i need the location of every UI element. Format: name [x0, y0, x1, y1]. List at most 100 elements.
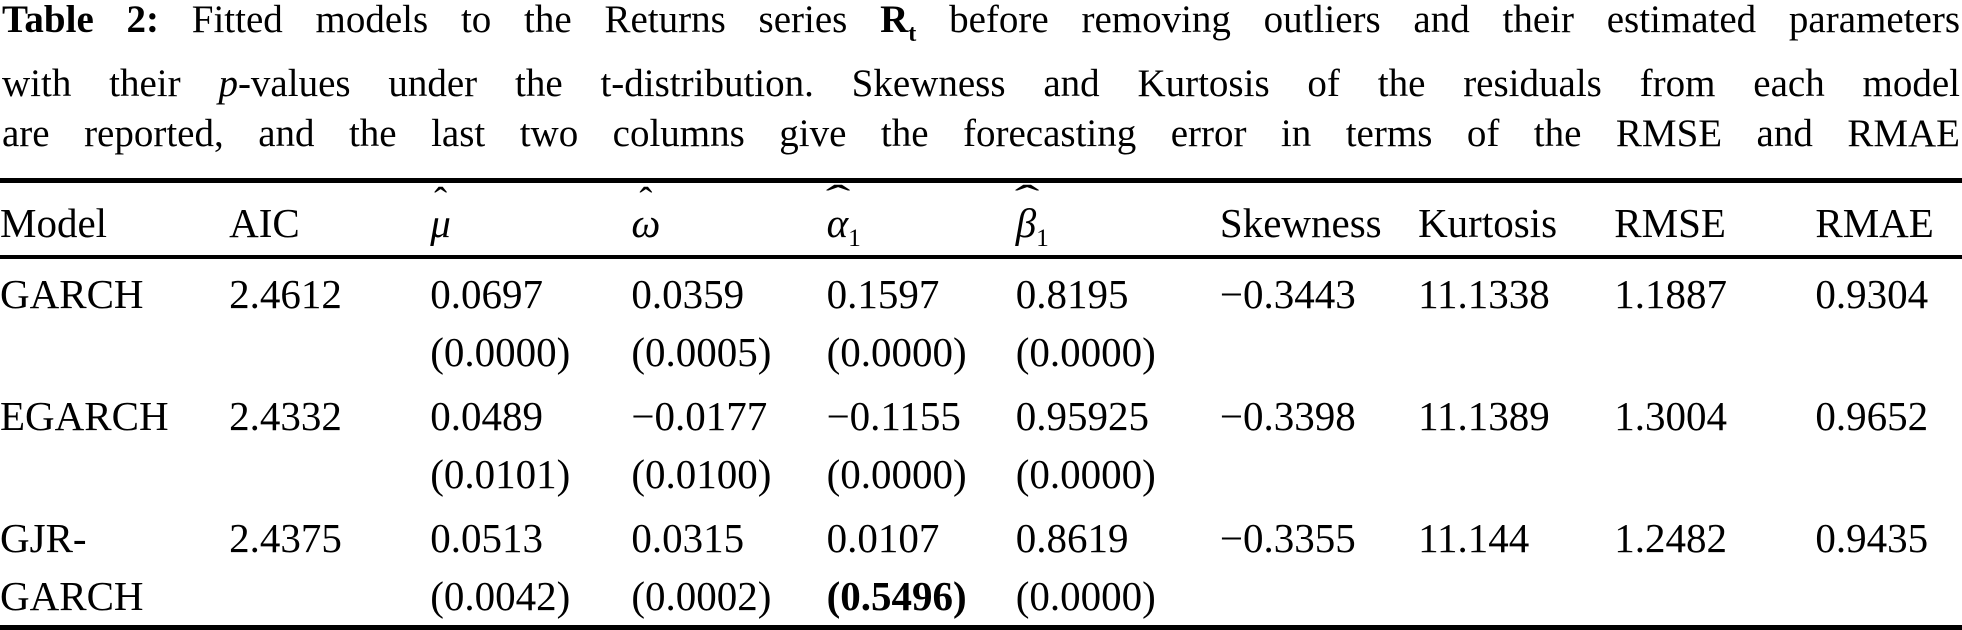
- caption-line-2: with their p-values under the t-distribu…: [2, 59, 1960, 109]
- cell-skewness: −0.3398: [1220, 381, 1418, 503]
- alpha-subscript: 1: [848, 223, 861, 252]
- hat-accent-icon: ˆ: [639, 179, 653, 223]
- cell-rmae: 0.9435: [1815, 502, 1962, 630]
- cell-aic: 2.4612: [229, 257, 430, 381]
- caption-text: are reported, and the last two columns g…: [2, 111, 1960, 155]
- cell-alpha1: 0.0107 (0.5496): [826, 502, 1016, 630]
- cell-mu: 0.0697 (0.0000): [430, 257, 631, 381]
- cell-rmae: 0.9304: [1815, 257, 1962, 381]
- greek-letter: β: [1015, 199, 1037, 246]
- cell-omega: 0.0315 (0.0002): [631, 502, 827, 630]
- rmae-value: 0.9652: [1815, 392, 1929, 439]
- cell-rmse: 1.3004: [1614, 381, 1815, 503]
- param-pvalue: (0.0000): [1015, 450, 1156, 497]
- caption-text: with their: [2, 61, 219, 105]
- param-pvalue: (0.0000): [1015, 572, 1156, 619]
- cell-kurtosis: 11.144: [1418, 502, 1615, 630]
- column-header-skewness: Skewness: [1219, 178, 1419, 259]
- param-pvalue: (0.5496): [826, 572, 967, 619]
- rmse-value: 1.2482: [1614, 514, 1728, 561]
- header-label: Kurtosis: [1418, 199, 1558, 246]
- skewness-value: −0.3398: [1219, 392, 1356, 439]
- greek-letter: μ: [430, 199, 451, 246]
- cell-mu: 0.0489 (0.0101): [430, 381, 631, 503]
- param-pvalue: (0.0000): [430, 328, 571, 375]
- caption-text: Fitted models to the Returns series: [159, 0, 881, 41]
- param-pvalue: (0.0000): [1015, 328, 1156, 375]
- param-value: 0.0513: [430, 514, 543, 561]
- table-row-garch: GARCH 2.4612 0.0697 (0.0000) 0.0359 (0.000…: [0, 257, 1962, 381]
- column-header-beta1: ˆ β1: [1015, 178, 1220, 259]
- p-value-symbol: p: [218, 61, 238, 105]
- caption-text: before removing outliers and their estim…: [916, 0, 1960, 41]
- caption-text: -values under the t-distribution. Skewne…: [237, 61, 1960, 105]
- caption-table-label: Table 2:: [2, 0, 160, 41]
- header-label: Model: [0, 199, 108, 246]
- cell-model: GJR- GARCH: [0, 502, 230, 630]
- rmse-value: 1.3004: [1614, 392, 1728, 439]
- rmae-value: 0.9304: [1815, 270, 1929, 317]
- cell-kurtosis: 11.1338: [1418, 257, 1614, 381]
- hat-accent-icon: ˆ: [434, 179, 448, 223]
- header-label: RMAE: [1815, 199, 1934, 246]
- cell-model: GARCH: [0, 257, 229, 381]
- table-row-egarch: EGARCH 2.4332 0.0489 (0.0101) −0.0177 (0.0…: [0, 381, 1962, 503]
- skewness-value: −0.3355: [1219, 514, 1356, 561]
- cell-beta1: 0.8619 (0.0000): [1015, 502, 1220, 630]
- rmae-value: 0.9435: [1815, 514, 1929, 561]
- model-name-line2: GARCH: [0, 572, 144, 619]
- cell-omega: 0.0359 (0.0005): [631, 257, 826, 381]
- column-header-rmse: RMSE: [1614, 178, 1816, 259]
- cell-aic: 2.4375: [229, 502, 431, 630]
- cell-beta1: 0.8195 (0.0000): [1016, 257, 1220, 381]
- table-body: GARCH 2.4612 0.0697 (0.0000) 0.0359 (0.000…: [0, 257, 1962, 630]
- model-name: GJR-: [0, 514, 87, 561]
- param-value: 0.0107: [826, 514, 940, 561]
- cell-model: EGARCH: [0, 381, 229, 503]
- model-name: EGARCH: [0, 392, 169, 439]
- param-value: 0.0359: [631, 270, 745, 317]
- header-label: AIC: [229, 199, 300, 246]
- column-header-kurtosis: Kurtosis: [1418, 178, 1615, 259]
- param-value: 0.0489: [430, 392, 543, 439]
- returns-symbol: R: [880, 0, 909, 41]
- returns-subscript: t: [908, 19, 917, 47]
- cell-kurtosis: 11.1389: [1418, 381, 1614, 503]
- kurtosis-value: 11.1389: [1418, 392, 1550, 439]
- param-pvalue: (0.0042): [430, 572, 571, 619]
- param-value: 0.8195: [1015, 270, 1129, 317]
- param-pvalue: (0.0101): [430, 450, 571, 497]
- param-value: −0.0177: [631, 392, 768, 439]
- beta-subscript: 1: [1036, 223, 1049, 252]
- cell-rmae: 0.9652: [1815, 381, 1962, 503]
- param-value: 0.0697: [430, 270, 543, 317]
- param-pvalue: (0.0000): [826, 450, 967, 497]
- kurtosis-value: 11.144: [1418, 514, 1530, 561]
- column-header-aic: AIC: [229, 178, 431, 259]
- cell-alpha1: −0.1155 (0.0000): [827, 381, 1016, 503]
- model-name: GARCH: [0, 270, 144, 317]
- rmse-value: 1.1887: [1614, 270, 1728, 317]
- hat-accent-icon: ˆ: [826, 178, 851, 222]
- param-pvalue: (0.0002): [631, 572, 772, 619]
- caption-line-1: Table 2: Fitted models to the Returns se…: [2, 0, 1960, 59]
- param-value: 0.0315: [631, 514, 745, 561]
- kurtosis-value: 11.1338: [1418, 270, 1550, 317]
- cell-beta1: 0.95925 (0.0000): [1016, 381, 1220, 503]
- cell-omega: −0.0177 (0.0100): [631, 381, 826, 503]
- param-pvalue: (0.0100): [631, 450, 772, 497]
- cell-rmse: 1.1887: [1614, 257, 1815, 381]
- aic-value: 2.4332: [229, 392, 342, 439]
- param-value: 0.8619: [1015, 514, 1129, 561]
- param-value: −0.1155: [826, 392, 961, 439]
- header-label: Skewness: [1219, 199, 1382, 246]
- aic-value: 2.4612: [229, 270, 342, 317]
